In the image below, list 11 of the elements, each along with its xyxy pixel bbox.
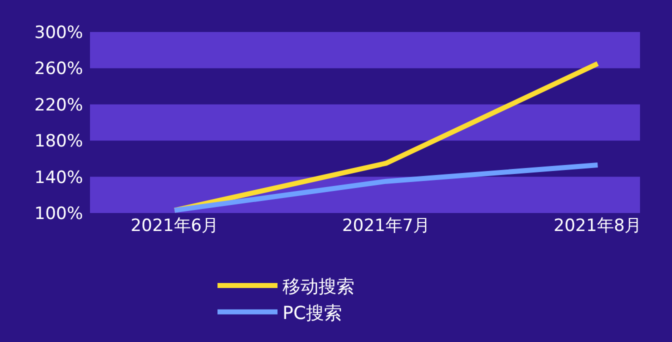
- x-tick-label: 2021年8月: [554, 216, 642, 236]
- x-tick-label: 2021年7月: [342, 216, 430, 236]
- y-tick-label: 140%: [34, 168, 83, 188]
- y-tick-label: 300%: [34, 22, 83, 43]
- y-tick-label: 260%: [34, 59, 83, 80]
- x-tick-label: 2021年6月: [130, 216, 219, 236]
- y-tick-label: 220%: [34, 95, 83, 116]
- y-tick-label: 180%: [34, 132, 83, 152]
- legend-label: 移动搜索: [282, 276, 354, 298]
- legend-label: PC搜索: [282, 302, 342, 324]
- y-tick-label: 100%: [34, 204, 83, 224]
